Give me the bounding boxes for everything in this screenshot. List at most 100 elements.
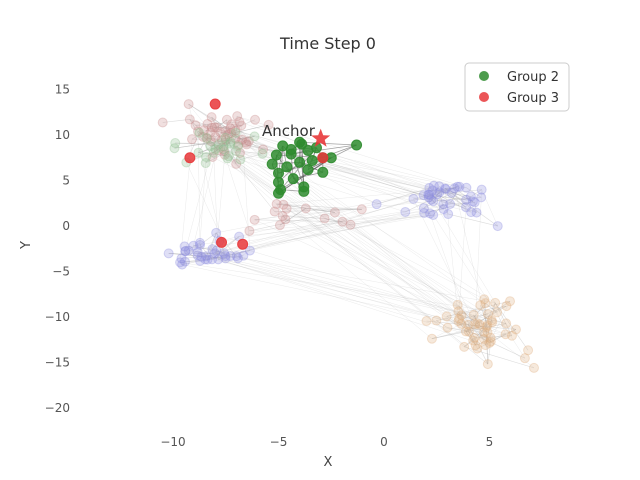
network-edge xyxy=(197,214,434,256)
background-point xyxy=(235,147,246,158)
group-points-layer xyxy=(184,98,363,250)
network-edge xyxy=(202,136,219,151)
network-edge xyxy=(213,139,223,153)
group-2-point xyxy=(273,187,284,199)
x-tick-label: −5 xyxy=(270,435,288,449)
network-edge xyxy=(188,103,275,212)
background-point xyxy=(400,206,411,217)
network-edge xyxy=(199,244,213,260)
background-point xyxy=(163,248,174,259)
background-point xyxy=(449,183,460,194)
network-edge xyxy=(444,188,474,202)
background-point xyxy=(440,184,451,195)
background-point xyxy=(479,327,490,338)
background-point xyxy=(211,245,222,256)
network-edge xyxy=(195,125,212,142)
group-2-point xyxy=(302,164,314,176)
background-point xyxy=(470,340,481,351)
network-edge xyxy=(189,119,232,134)
group-3-point xyxy=(216,236,228,248)
background-point xyxy=(215,127,226,138)
network-edge xyxy=(214,236,240,254)
background-point xyxy=(482,309,493,320)
chart-title: Time Step 0 xyxy=(279,34,376,53)
background-point xyxy=(213,254,224,265)
network-edge xyxy=(221,139,237,165)
y-tick-label: 5 xyxy=(62,174,70,188)
network-edge xyxy=(423,192,452,209)
background-point xyxy=(469,332,480,343)
background-point xyxy=(505,296,516,307)
background-point xyxy=(280,214,291,225)
background-point xyxy=(461,182,472,193)
network-edge xyxy=(465,324,480,332)
background-point xyxy=(258,144,269,155)
background-point xyxy=(200,158,211,169)
network-edge xyxy=(428,186,458,198)
network-edge xyxy=(405,186,458,213)
network-edge xyxy=(431,324,488,340)
background-point xyxy=(190,120,201,131)
background-point xyxy=(180,246,191,257)
background-point xyxy=(418,203,429,214)
network-edge xyxy=(197,131,465,348)
group-3-point xyxy=(317,152,329,164)
network-edge xyxy=(473,314,481,325)
network-edge xyxy=(216,127,231,129)
background-point xyxy=(188,240,199,251)
background-point xyxy=(169,143,180,154)
network-edge xyxy=(236,163,460,319)
background-point xyxy=(371,199,382,210)
background-point xyxy=(271,199,282,210)
network-edge xyxy=(276,188,455,205)
background-point xyxy=(454,181,465,192)
network-edge xyxy=(175,142,231,145)
background-point xyxy=(170,138,181,149)
background-point xyxy=(218,144,229,155)
group-2-point xyxy=(317,166,329,178)
network-edge xyxy=(483,338,526,359)
background-point xyxy=(480,298,491,309)
background-point xyxy=(438,199,449,210)
network-edge xyxy=(218,255,244,260)
background-point xyxy=(230,133,241,144)
background-point xyxy=(485,332,496,343)
network-edge xyxy=(431,199,444,210)
network-edge xyxy=(433,204,444,216)
background-point xyxy=(490,297,501,308)
network-edge xyxy=(274,211,491,342)
network-edge xyxy=(199,132,228,159)
background-point xyxy=(476,184,487,195)
background-point xyxy=(426,194,437,205)
y-tick-label: −5 xyxy=(52,265,70,279)
network-edge xyxy=(191,127,213,140)
network-edge xyxy=(210,140,249,147)
network-edge xyxy=(458,320,476,346)
group-2-point xyxy=(294,156,306,168)
network-edge xyxy=(282,215,325,219)
background-point xyxy=(237,134,248,145)
network-edge xyxy=(205,148,216,164)
legend-label-group-3: Group 3 xyxy=(507,91,559,106)
anchor-star-marker xyxy=(311,128,331,147)
network-edge xyxy=(226,119,491,342)
background-point xyxy=(194,237,205,248)
background-point xyxy=(225,138,236,149)
background-point xyxy=(202,133,213,144)
background-point xyxy=(234,116,245,127)
network-edge xyxy=(211,116,535,369)
network-edge xyxy=(214,126,231,129)
network-edge xyxy=(494,302,529,351)
network-edge xyxy=(240,153,263,160)
x-axis-label: X xyxy=(324,455,333,470)
background-point xyxy=(207,151,218,162)
network-edge xyxy=(207,208,444,260)
network-edge xyxy=(228,155,459,322)
network-edge xyxy=(216,119,228,128)
background-point xyxy=(193,147,204,158)
group-2-point xyxy=(285,144,297,156)
network-edge xyxy=(225,130,264,150)
network-edge xyxy=(185,242,201,252)
network-edge xyxy=(454,188,492,342)
background-point xyxy=(501,301,512,312)
